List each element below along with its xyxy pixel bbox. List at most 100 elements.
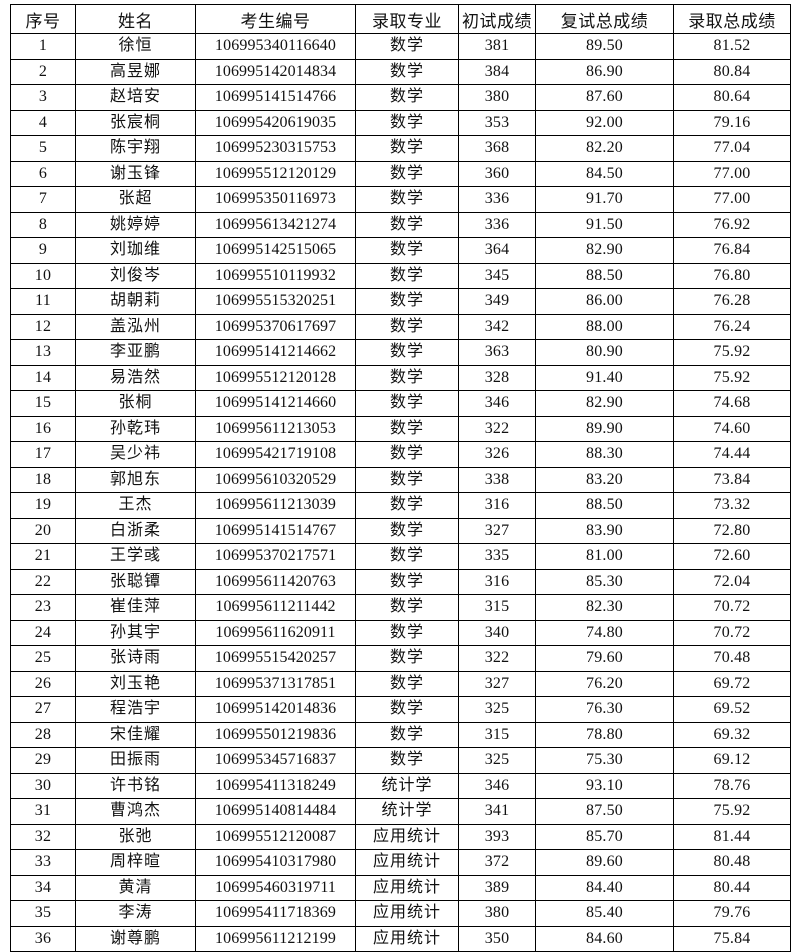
cell-id: 106995515320251: [195, 288, 356, 315]
cell-total: 78.76: [673, 772, 791, 799]
cell-name: 赵培安: [75, 84, 196, 111]
cell-name: 谢尊鹏: [75, 925, 196, 952]
cell-seq: 32: [10, 823, 76, 850]
cell-re: 88.50: [535, 492, 674, 519]
table-header-row: 序号 姓名 考生编号 录取专业 初试成绩 复试总成绩 录取总成绩: [10, 4, 791, 34]
table-row: 5 陈宇翔 106995230315753 数学 368 82.20 77.04: [10, 135, 791, 162]
cell-major: 统计学: [355, 798, 459, 825]
cell-pre: 316: [458, 492, 536, 519]
cell-id: 106995370217571: [195, 543, 356, 570]
cell-total: 70.72: [673, 619, 791, 646]
cell-name: 张超: [75, 186, 196, 213]
cell-seq: 22: [10, 568, 76, 595]
cell-id: 106995611420763: [195, 568, 356, 595]
cell-id: 106995141514767: [195, 517, 356, 544]
cell-major: 数学: [355, 466, 459, 493]
cell-major: 数学: [355, 288, 459, 315]
cell-id: 106995420619035: [195, 109, 356, 136]
cell-re: 83.20: [535, 466, 674, 493]
cell-re: 87.60: [535, 84, 674, 111]
cell-major: 数学: [355, 33, 459, 60]
cell-major: 数学: [355, 645, 459, 672]
cell-name: 田振雨: [75, 747, 196, 774]
cell-name: 王学彧: [75, 543, 196, 570]
cell-re: 82.90: [535, 390, 674, 417]
cell-pre: 327: [458, 670, 536, 697]
table-row: 28 宋佳耀 106995501219836 数学 315 78.80 69.32: [10, 721, 791, 748]
table-row: 3 赵培安 106995141514766 数学 380 87.60 80.64: [10, 84, 791, 111]
table-row: 12 盖泓州 106995370617697 数学 342 88.00 76.24: [10, 313, 791, 340]
cell-name: 曹鸿杰: [75, 798, 196, 825]
cell-id: 106995512120128: [195, 364, 356, 391]
cell-total: 75.84: [673, 925, 791, 952]
cell-total: 72.80: [673, 517, 791, 544]
table-row: 26 刘玉艳 106995371317851 数学 327 76.20 69.72: [10, 670, 791, 697]
cell-seq: 35: [10, 900, 76, 927]
cell-id: 106995370617697: [195, 313, 356, 340]
cell-id: 106995142014834: [195, 58, 356, 85]
cell-seq: 7: [10, 186, 76, 213]
cell-major: 应用统计: [355, 925, 459, 952]
cell-re: 82.20: [535, 135, 674, 162]
cell-pre: 342: [458, 313, 536, 340]
cell-seq: 14: [10, 364, 76, 391]
table-row: 10 刘俊岑 106995510119932 数学 345 88.50 76.80: [10, 262, 791, 289]
cell-id: 106995515420257: [195, 645, 356, 672]
cell-re: 88.30: [535, 441, 674, 468]
cell-total: 69.72: [673, 670, 791, 697]
cell-total: 69.52: [673, 696, 791, 723]
cell-name: 易浩然: [75, 364, 196, 391]
cell-total: 74.60: [673, 415, 791, 442]
cell-major: 数学: [355, 237, 459, 264]
cell-seq: 16: [10, 415, 76, 442]
cell-seq: 31: [10, 798, 76, 825]
table-row: 13 李亚鹏 106995141214662 数学 363 80.90 75.92: [10, 339, 791, 366]
cell-re: 89.90: [535, 415, 674, 442]
table-row: 11 胡朝莉 106995515320251 数学 349 86.00 76.28: [10, 288, 791, 315]
table-row: 33 周梓暄 106995410317980 应用统计 372 89.60 80.48: [10, 849, 791, 876]
cell-major: 数学: [355, 619, 459, 646]
cell-seq: 21: [10, 543, 76, 570]
table-row: 24 孙其宇 106995611620911 数学 340 74.80 70.72: [10, 619, 791, 646]
cell-name: 张宸桐: [75, 109, 196, 136]
cell-major: 数学: [355, 186, 459, 213]
cell-id: 106995345716837: [195, 747, 356, 774]
cell-pre: 384: [458, 58, 536, 85]
cell-major: 数学: [355, 441, 459, 468]
cell-pre: 372: [458, 849, 536, 876]
cell-id: 106995141214662: [195, 339, 356, 366]
cell-re: 89.60: [535, 849, 674, 876]
table-row: 31 曹鸿杰 106995140814484 统计学 341 87.50 75.92: [10, 798, 791, 825]
cell-major: 数学: [355, 109, 459, 136]
cell-pre: 338: [458, 466, 536, 493]
cell-name: 胡朝莉: [75, 288, 196, 315]
column-header-seq: 序号: [10, 4, 76, 34]
cell-name: 徐恒: [75, 33, 196, 60]
table-row: 18 郭旭东 106995610320529 数学 338 83.20 73.84: [10, 466, 791, 493]
cell-pre: 393: [458, 823, 536, 850]
cell-major: 数学: [355, 262, 459, 289]
cell-major: 数学: [355, 84, 459, 111]
cell-total: 77.04: [673, 135, 791, 162]
cell-re: 76.20: [535, 670, 674, 697]
cell-total: 70.72: [673, 594, 791, 621]
cell-pre: 336: [458, 211, 536, 238]
cell-re: 85.30: [535, 568, 674, 595]
cell-total: 80.64: [673, 84, 791, 111]
cell-total: 74.44: [673, 441, 791, 468]
cell-total: 79.16: [673, 109, 791, 136]
cell-pre: 363: [458, 339, 536, 366]
cell-id: 106995340116640: [195, 33, 356, 60]
cell-pre: 380: [458, 900, 536, 927]
cell-re: 81.00: [535, 543, 674, 570]
cell-id: 106995512120129: [195, 160, 356, 187]
cell-re: 88.50: [535, 262, 674, 289]
table-row: 20 白浙柔 106995141514767 数学 327 83.90 72.80: [10, 517, 791, 544]
cell-seq: 6: [10, 160, 76, 187]
cell-re: 87.50: [535, 798, 674, 825]
cell-major: 数学: [355, 339, 459, 366]
cell-total: 79.76: [673, 900, 791, 927]
cell-name: 周梓暄: [75, 849, 196, 876]
cell-major: 数学: [355, 390, 459, 417]
column-header-retest-score: 复试总成绩: [535, 4, 674, 34]
